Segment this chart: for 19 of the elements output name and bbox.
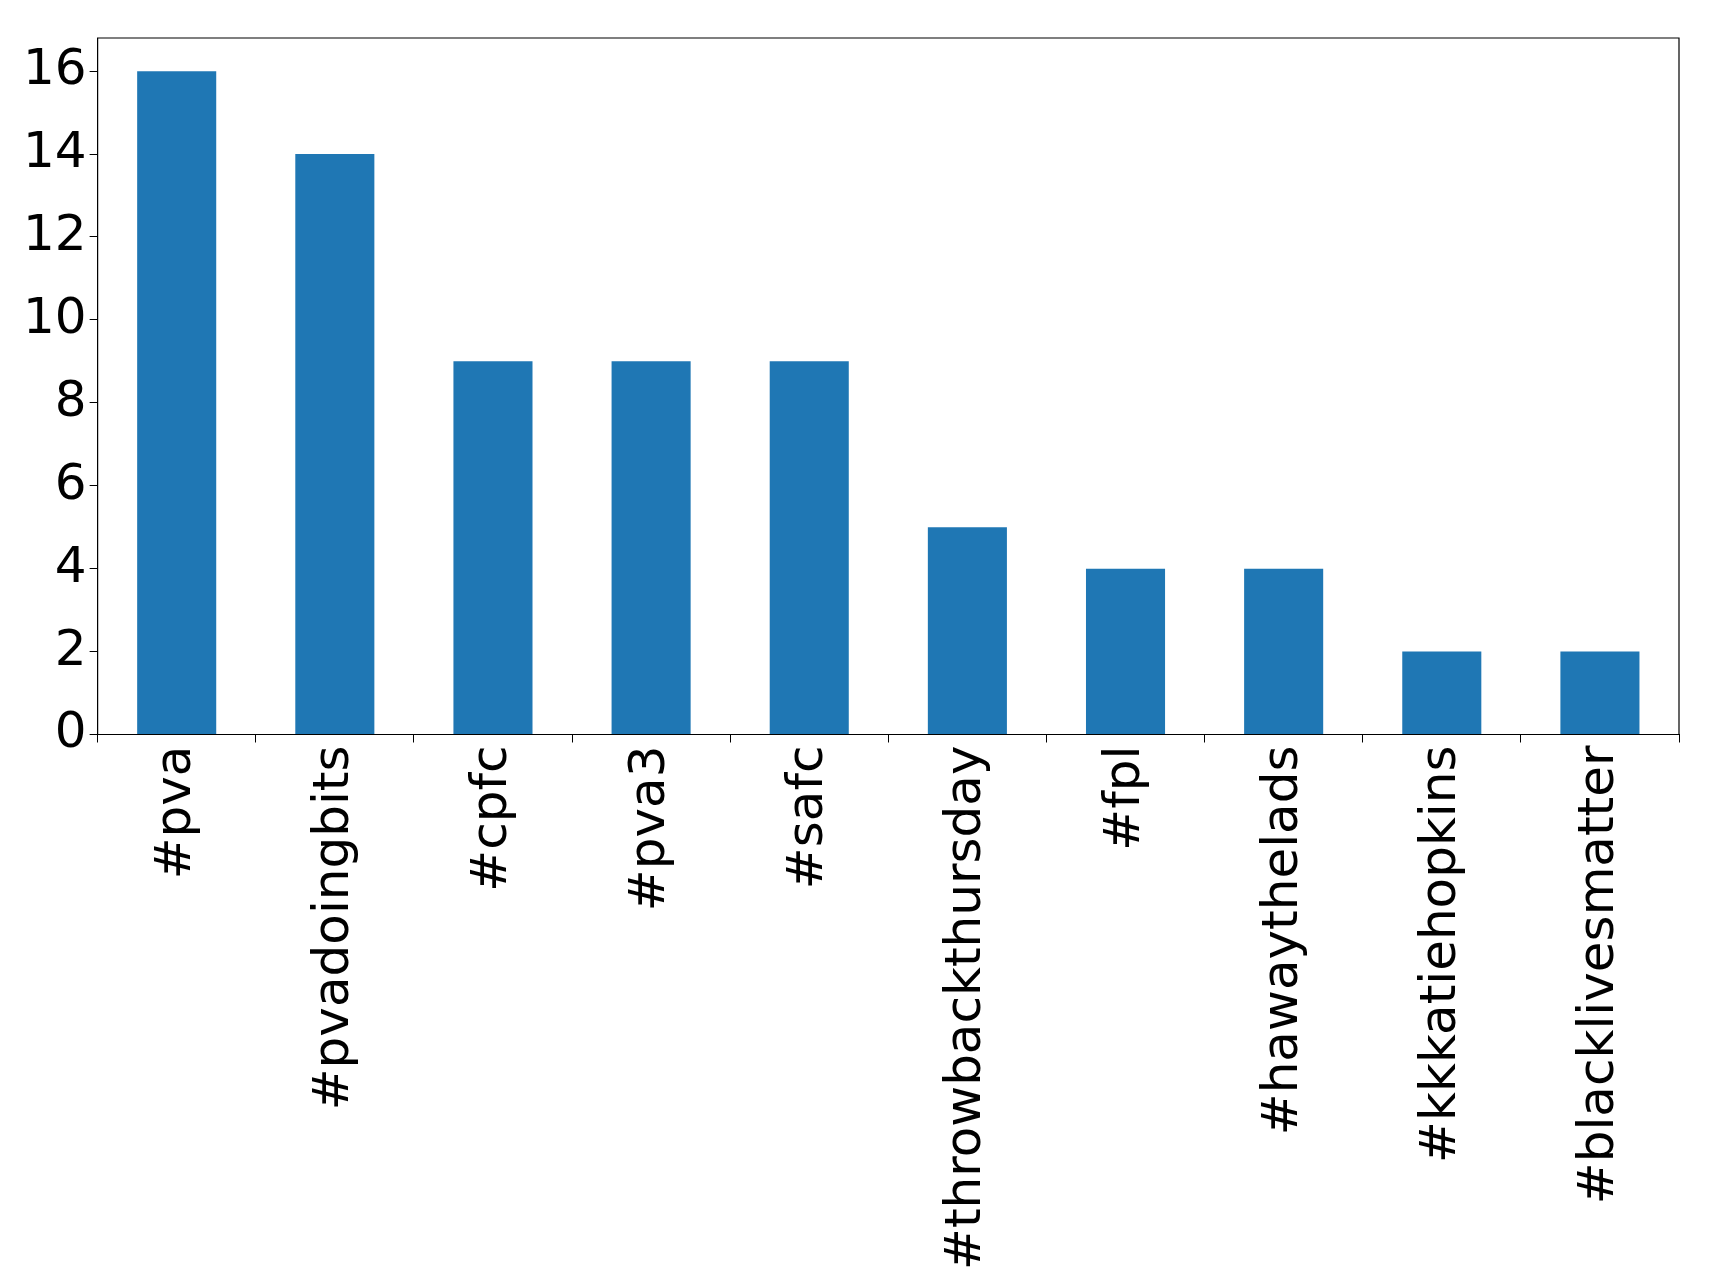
- y-tick-label: 16: [23, 38, 87, 97]
- y-tick-label: 14: [23, 121, 87, 180]
- y-tick-label: 6: [54, 452, 87, 511]
- x-tick-label: #pva3: [618, 745, 677, 912]
- y-tick-label: 4: [54, 535, 87, 594]
- x-tick-label: #safc: [776, 745, 835, 890]
- x-tick-label: #blacklivesmatter: [1566, 745, 1625, 1205]
- y-tick-label: 12: [23, 203, 87, 262]
- y-tick-label: 10: [23, 286, 87, 345]
- x-tick-label: #fpl: [1092, 745, 1151, 851]
- x-tick-label: #throwbackthursday: [934, 745, 993, 1270]
- x-tick-label: #pvadoingbits: [301, 745, 360, 1111]
- x-tick-label: #pva: [143, 745, 202, 880]
- y-tick-label: 0: [54, 701, 87, 760]
- y-tick-label: 8: [54, 369, 87, 428]
- x-tick-label: #cpfc: [459, 745, 518, 892]
- x-tick-label: #hawaythelads: [1250, 745, 1309, 1136]
- y-tick-label: 2: [54, 618, 87, 677]
- x-tick-label: #kkkatiehopkins: [1408, 745, 1467, 1163]
